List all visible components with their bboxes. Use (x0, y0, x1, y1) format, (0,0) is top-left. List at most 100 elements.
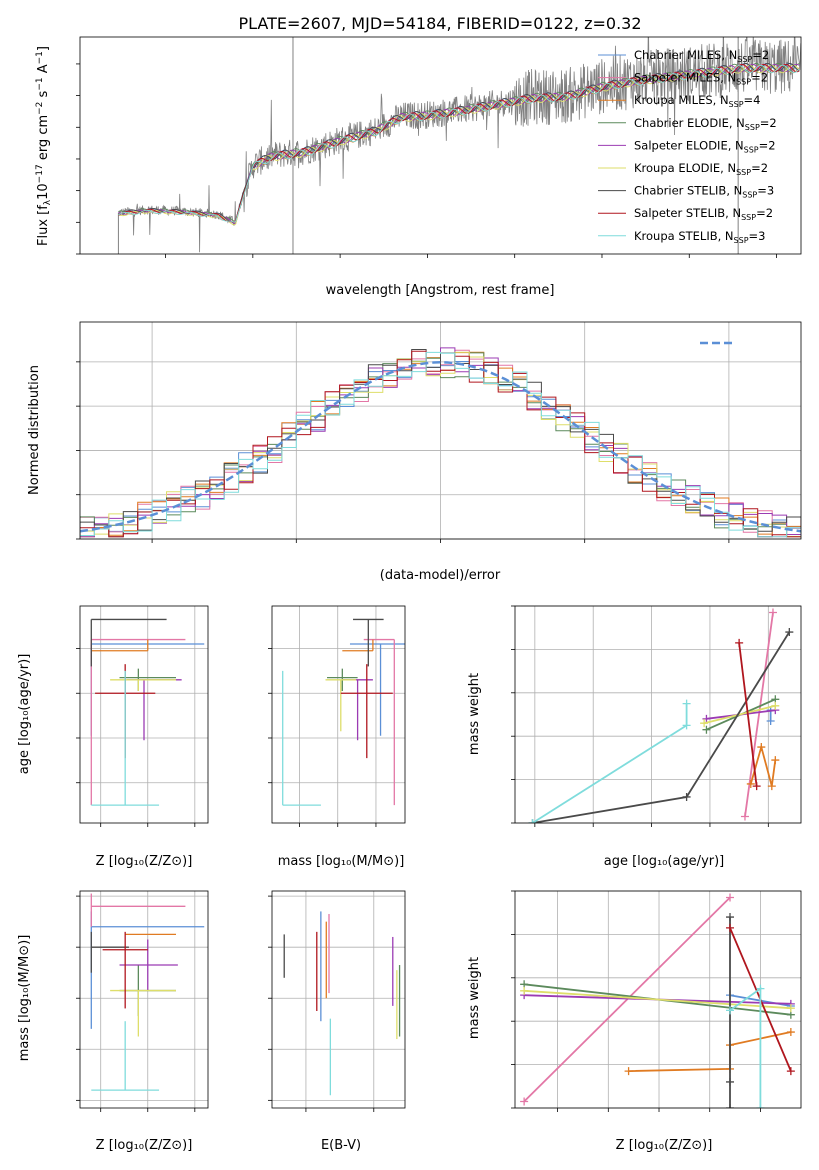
weight-point-marker (740, 812, 749, 821)
axes-frame (79, 890, 209, 1109)
weight-point-marker (726, 1077, 735, 1086)
normal-distribution-curve (80, 361, 801, 533)
legend-label: Salpeter STELIB, NSSP=2 (634, 206, 773, 222)
legend-label: Chabrier STELIB, NSSP=3 (634, 184, 774, 200)
weight-point-marker (767, 782, 776, 791)
residuals-ylabel: Normed distribution (27, 365, 42, 495)
weight-point-marker (786, 1067, 795, 1076)
legend-model-name: Salpeter STELIB, N (634, 206, 741, 220)
age-vs-Z-panel: Z [log₁₀(Z/Z⊙)] age [log₁₀(age/yr)] (17, 605, 209, 869)
residual-histogram-step (80, 351, 801, 538)
weight-point-marker (726, 913, 735, 922)
legend-nssp: =4 (744, 93, 761, 107)
plot-area (283, 911, 401, 1096)
weight-point-marker (682, 721, 691, 730)
weight-point-marker (771, 701, 780, 710)
model-spectrum-line (118, 64, 800, 223)
weight-point-marker (702, 714, 711, 723)
legend-model-name: Salpeter ELODIE, N (634, 138, 744, 152)
weight-point-marker (726, 1006, 735, 1015)
plot-area (90, 618, 205, 806)
legend-nssp: =2 (751, 161, 768, 175)
weight-series-line (532, 631, 791, 823)
legend-subscript: SSP (736, 78, 751, 87)
legend-nssp: =3 (749, 229, 766, 243)
weight-series-line (744, 612, 774, 817)
legend-label: Kroupa MILES, NSSP=4 (634, 93, 760, 109)
weight-point-marker (726, 893, 735, 902)
legend-label: Chabrier MILES, NSSP=2 (634, 48, 769, 64)
weight-vs-Z-ylabel: mass weight (467, 957, 482, 1039)
weight-point-marker (785, 628, 794, 637)
legend-subscript: SSP (734, 236, 749, 245)
legend-nssp: =2 (760, 116, 777, 130)
figure-title: PLATE=2607, MJD=54184, FIBERID=0122, z=0… (238, 14, 641, 33)
legend-subscript: SSP (729, 100, 744, 109)
weight-point-marker (771, 756, 780, 765)
weight-point-marker (786, 1028, 795, 1037)
axes-frame (79, 36, 802, 255)
legend-model-name: Salpeter MILES, N (634, 71, 736, 85)
plot-area (520, 893, 795, 1108)
spectrum-ylabel: Flux [fλ10−17 erg cm−2 s−1 A−1] (35, 46, 53, 246)
mass-vs-Z-panel: Z [log₁₀(Z/Z⊙)] mass [log₁₀(M/M⊙)] (17, 890, 209, 1153)
mass-vs-ebv-panel: E(B-V) (268, 890, 406, 1153)
weight-point-marker (700, 719, 709, 728)
mass-vs-ebv-xlabel: E(B-V) (321, 1138, 361, 1153)
legend-subscript: SSP (742, 191, 757, 200)
weight-point-marker (624, 1067, 633, 1076)
weight-point-marker (520, 1097, 529, 1106)
weight-vs-Z-xlabel: Z [log₁₀(Z/Z⊙)] (616, 1138, 713, 1153)
weight-series-line (532, 703, 688, 823)
plot-area (117, 37, 801, 254)
weight-point-marker (757, 743, 766, 752)
legend-label: Salpeter ELODIE, NSSP=2 (634, 138, 776, 154)
legend-nssp: =2 (759, 138, 776, 152)
legend-subscript: SSP (744, 145, 759, 154)
age-vs-mass-panel: mass [log₁₀(M/M⊙)] (268, 605, 406, 869)
weight-point-marker (756, 984, 765, 993)
plot-area (528, 608, 794, 823)
legend-label: Salpeter MILES, NSSP=2 (634, 71, 768, 87)
weight-point-marker (528, 819, 537, 823)
weight-point-marker (786, 1004, 795, 1013)
residuals-xlabel: (data-model)/error (380, 568, 501, 583)
legend-model-name: Chabrier ELODIE, N (634, 116, 745, 130)
legend-label: Kroupa STELIB, NSSP=3 (634, 229, 765, 245)
legend-model-name: Kroupa MILES, N (634, 93, 729, 107)
age-vs-Z-xlabel: Z [log₁₀(Z/Z⊙)] (96, 854, 193, 869)
mass-vs-Z-ylabel: mass [log₁₀(M/M⊙)] (17, 935, 32, 1062)
weight-point-marker (682, 699, 691, 708)
weight-series-line (523, 896, 731, 1103)
weight-vs-age-xlabel: age [log₁₀(age/yr)] (604, 854, 725, 869)
legend-label: Chabrier ELODIE, NSSP=2 (634, 116, 777, 132)
residuals-panel: (data-model)/error Normed distribution (27, 321, 802, 583)
legend-model-name: Chabrier MILES, N (634, 48, 737, 62)
legend-model-name: Kroupa ELODIE, N (634, 161, 736, 175)
axes-frame (79, 605, 209, 824)
axes-frame (79, 321, 802, 540)
weight-vs-Z-panel: Z [log₁₀(Z/Z⊙)] mass weight (467, 890, 802, 1153)
legend-model-name: Kroupa STELIB, N (634, 229, 734, 243)
legend-nssp: =3 (757, 184, 774, 198)
weight-point-marker (520, 986, 529, 995)
axes-frame (514, 605, 802, 824)
weight-series-line (524, 989, 791, 1010)
legend-nssp: =2 (756, 206, 773, 220)
legend-nssp: =2 (751, 71, 768, 85)
legend-subscript: SSP (736, 168, 751, 177)
age-vs-Z-ylabel: age [log₁₀(age/yr)] (17, 654, 32, 775)
weight-series-line (703, 704, 776, 725)
weight-point-marker (768, 608, 777, 617)
weight-series-line (749, 743, 777, 787)
legend-label: Kroupa ELODIE, NSSP=2 (634, 161, 768, 177)
axes-frame (271, 890, 406, 1109)
weight-point-marker (752, 782, 761, 791)
plot-area (80, 347, 801, 538)
legend-nssp: =2 (752, 48, 769, 62)
weight-vs-age-panel: age [log₁₀(age/yr)] mass weight (467, 605, 802, 869)
mass-vs-Z-xlabel: Z [log₁₀(Z/Z⊙)] (96, 1138, 193, 1153)
legend-model-name: Chabrier STELIB, N (634, 184, 742, 198)
